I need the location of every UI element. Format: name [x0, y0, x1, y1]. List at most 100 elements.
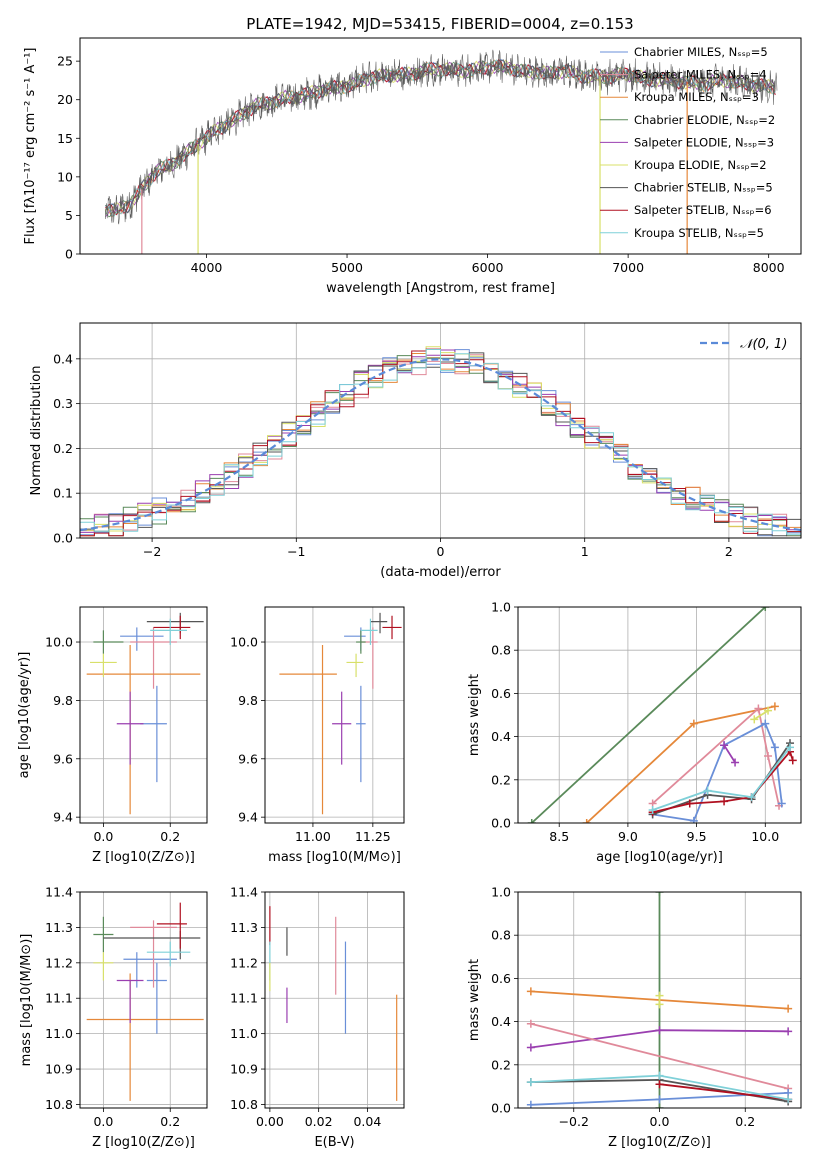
- plot-area: [269, 906, 398, 1101]
- errorbar-point: [146, 941, 191, 967]
- weight-marker: [788, 756, 797, 765]
- x-tick-label: 8000: [753, 260, 785, 275]
- y-tick-label: 11.3: [45, 920, 73, 935]
- weight-marker: [655, 991, 664, 1000]
- errorbar-point: [103, 930, 201, 960]
- x-tick-label: 8.5: [549, 829, 569, 844]
- y-tick-label: 10.9: [230, 1062, 258, 1077]
- errorbar-point: [146, 962, 167, 1034]
- x-tick-label: 9.0: [618, 829, 638, 844]
- errorbar-point: [360, 618, 378, 645]
- axes-frame: [264, 606, 405, 824]
- y-tick-label: 9.8: [53, 693, 73, 708]
- y-tick-label: 0.6: [491, 971, 511, 986]
- axes-frame: [79, 322, 802, 539]
- y-tick-label: 0: [65, 247, 73, 262]
- weight-marker: [655, 1026, 664, 1035]
- legend-label: Salpeter ELODIE, Nₛₛₚ=3: [634, 135, 774, 149]
- x-tick-label: 0.2: [160, 1114, 180, 1129]
- y-tick-label: 10.8: [45, 1097, 73, 1112]
- y-tick-label: 0.4: [53, 351, 73, 366]
- x-tick-label: 0.0: [650, 1114, 670, 1129]
- x-tick-label: 10.0: [751, 829, 779, 844]
- y-axis-label: mass weight: [467, 674, 482, 756]
- legend-label: 𝒩(0, 1): [740, 337, 787, 352]
- weight-marker: [784, 1027, 793, 1036]
- x-tick-label: 1: [581, 544, 589, 559]
- errorbar-point: [356, 630, 366, 654]
- y-tick-label: 0.0: [491, 816, 511, 831]
- spectrum-model-line: [105, 58, 776, 216]
- y-tick-label: 0.8: [491, 928, 511, 943]
- weight-line: [753, 709, 769, 721]
- panel-z-weight: −0.2 0.0 0.2 0.0 0.2 0.4 0.6 0.8 1.0 Z [log10(Z/Z…: [467, 885, 802, 1150]
- y-tick-label: 10: [57, 169, 73, 184]
- y-tick-label: 0.2: [491, 1057, 511, 1072]
- x-tick-label: 5000: [331, 260, 363, 275]
- y-tick-label: 20: [57, 92, 73, 107]
- errorbar-point: [90, 653, 117, 678]
- y-tick-label: 15: [57, 131, 73, 146]
- y-axis-label: age [log10(age/yr)]: [17, 652, 32, 779]
- panel-age-weight: 8.5 9.0 9.5 10.0 0.0 0.2 0.4 0.6 0.8 1.0 age [log1…: [467, 600, 802, 865]
- weight-marker: [526, 987, 535, 996]
- x-tick-label: 0.00: [256, 1114, 284, 1129]
- weight-marker: [655, 1071, 664, 1080]
- errorbar-point: [120, 627, 164, 651]
- errorbar-point: [150, 618, 187, 645]
- y-tick-label: 0.4: [491, 1014, 511, 1029]
- errorbar-point: [116, 979, 144, 1024]
- weight-line: [531, 607, 766, 823]
- panel-mass-age: 11.00 11.25 9.4 9.6 9.8 10.0 mass [log10(M/M⊙)…: [230, 606, 405, 865]
- errorbar-point: [140, 685, 167, 783]
- legend-label: Salpeter MILES, Nₛₛₚ=4: [634, 68, 767, 82]
- x-tick-label: 7000: [612, 260, 644, 275]
- weight-marker: [526, 1019, 535, 1028]
- y-tick-label: 9.6: [238, 751, 258, 766]
- residual-legend: 𝒩(0, 1): [700, 337, 787, 352]
- errorbar-point: [356, 685, 366, 783]
- weight-line: [652, 722, 783, 822]
- y-tick-label: 0.4: [491, 729, 511, 744]
- errorbar-point: [346, 653, 364, 678]
- x-axis-label: age [log10(age/yr)]: [596, 850, 723, 865]
- x-axis-label: Z [log10(Z/Z⊙)]: [92, 1135, 195, 1150]
- y-axis-label: Normed distribution: [29, 366, 44, 496]
- errorbar-point: [382, 615, 402, 640]
- y-tick-label: 11.2: [45, 955, 73, 970]
- weight-marker: [655, 1104, 664, 1108]
- y-tick-label: 11.4: [45, 885, 73, 900]
- weight-marker: [527, 819, 536, 823]
- spectrum-legend: Chabrier MILES, Nₛₛₚ=5 Salpeter MILES, Nₛ…: [600, 45, 775, 240]
- legend-label: Chabrier MILES, Nₛₛₚ=5: [634, 45, 768, 59]
- legend-label: Kroupa MILES, Nₛₛₚ=3: [634, 90, 759, 104]
- y-tick-label: 0.8: [491, 643, 511, 658]
- axes-frame: [264, 891, 405, 1109]
- x-axis-label: Z [log10(Z/Z⊙)]: [608, 1135, 711, 1150]
- weight-line: [659, 1083, 789, 1101]
- weight-marker: [770, 702, 779, 711]
- axes-frame: [517, 606, 802, 824]
- weight-marker: [655, 1000, 664, 1009]
- errorbar-point: [130, 627, 177, 689]
- y-tick-label: 0.2: [53, 441, 73, 456]
- weight-marker: [770, 743, 779, 752]
- x-tick-label: −0.2: [559, 1114, 589, 1129]
- y-tick-label: 11.0: [230, 1026, 258, 1041]
- y-tick-label: 11.4: [230, 885, 258, 900]
- weight-marker: [655, 892, 664, 896]
- errorbar-point: [123, 952, 177, 988]
- weight-marker: [526, 1100, 535, 1108]
- weight-marker: [784, 1095, 793, 1104]
- x-tick-label: −1: [287, 544, 305, 559]
- y-tick-label: 0.0: [491, 1101, 511, 1116]
- errorbar-point: [156, 902, 187, 949]
- y-tick-label: 11.1: [45, 991, 73, 1006]
- y-tick-label: 9.4: [238, 810, 258, 825]
- x-tick-label: 0.0: [93, 1114, 113, 1129]
- errorbar-point: [332, 691, 352, 765]
- x-axis-label: (data-model)/error: [380, 565, 501, 580]
- weight-marker: [764, 706, 773, 715]
- plot-area: [86, 612, 204, 815]
- y-axis-label: Flux [fλ10⁻¹⁷ erg cm⁻² s⁻¹ A⁻¹]: [23, 48, 38, 245]
